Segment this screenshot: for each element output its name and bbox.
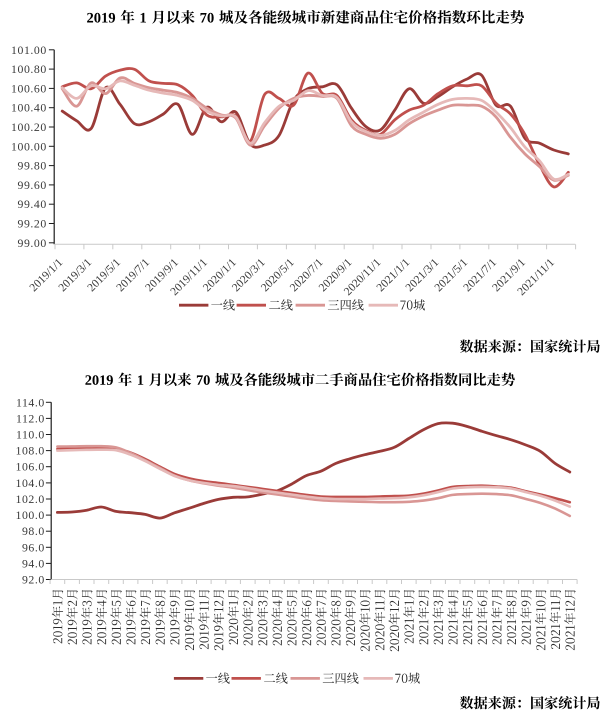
svg-text:98.0: 98.0 — [22, 524, 45, 538]
svg-text:106.0: 106.0 — [16, 460, 45, 474]
svg-text:96.0: 96.0 — [22, 540, 45, 554]
svg-text:99.80: 99.80 — [18, 159, 47, 173]
svg-text:92.0: 92.0 — [22, 573, 45, 587]
svg-text:100.40: 100.40 — [11, 101, 47, 115]
svg-text:100.80: 100.80 — [11, 62, 47, 76]
svg-text:108.0: 108.0 — [16, 444, 45, 458]
svg-text:110.0: 110.0 — [16, 428, 45, 442]
svg-text:99.20: 99.20 — [18, 217, 47, 231]
svg-text:99.00: 99.00 — [18, 236, 47, 250]
svg-text:112.0: 112.0 — [16, 411, 45, 425]
svg-text:104.0: 104.0 — [16, 476, 45, 490]
svg-text:102.0: 102.0 — [16, 492, 45, 506]
svg-text:100.20: 100.20 — [11, 120, 47, 134]
svg-text:101.00: 101.00 — [11, 43, 47, 57]
svg-text:99.60: 99.60 — [18, 178, 47, 192]
svg-text:100.60: 100.60 — [11, 81, 47, 95]
svg-text:100.0: 100.0 — [16, 508, 45, 522]
svg-text:100.00: 100.00 — [11, 139, 47, 153]
svg-text:114.0: 114.0 — [16, 395, 45, 409]
svg-text:94.0: 94.0 — [22, 556, 45, 570]
svg-text:99.40: 99.40 — [18, 197, 47, 211]
